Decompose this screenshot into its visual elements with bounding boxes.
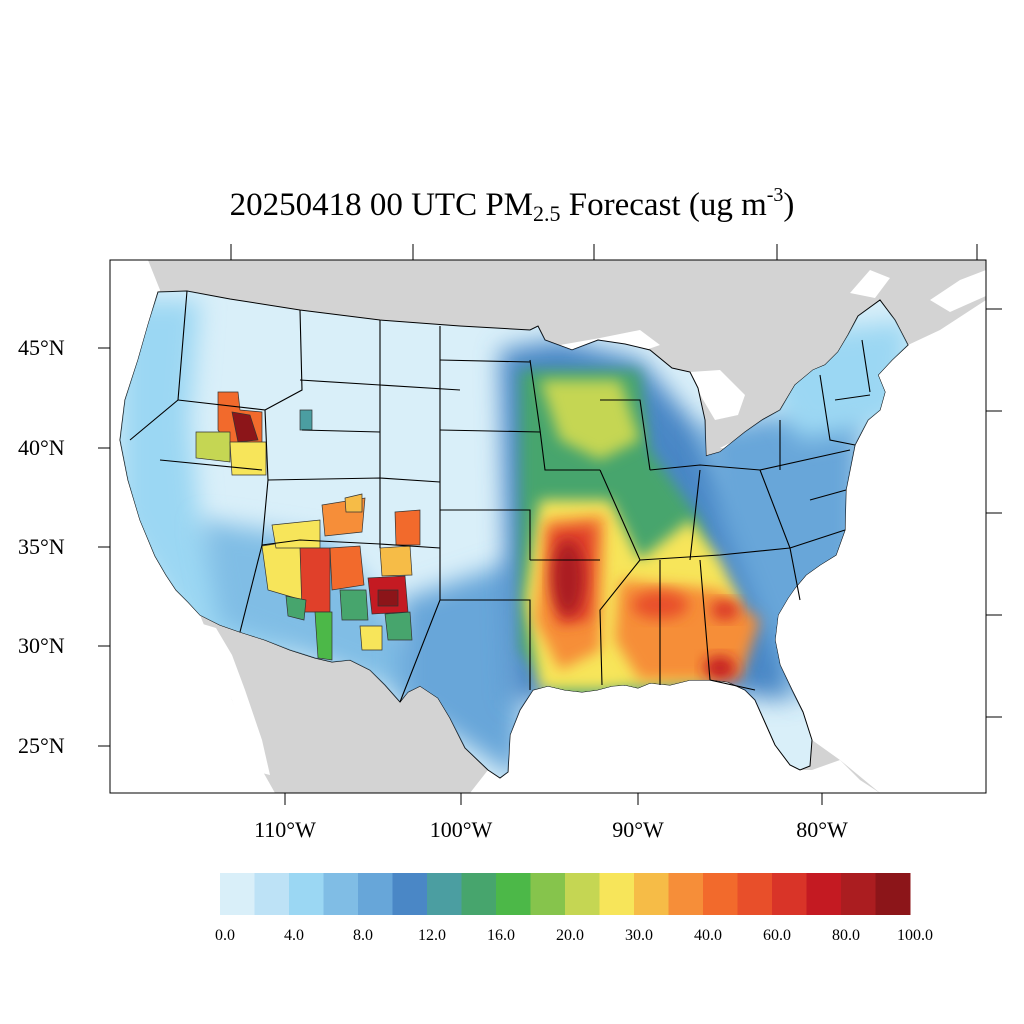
colorbar-swatch — [530, 873, 566, 915]
tx-yellow — [359, 625, 383, 651]
nm-orange — [329, 545, 365, 591]
ks-orange — [394, 509, 421, 546]
gulf-st-lawrence — [930, 270, 986, 312]
colorbar-label: 20.0 — [556, 927, 584, 944]
colorbar-swatch — [668, 873, 704, 915]
lon-label-100w: 100°W — [429, 817, 493, 842]
nm-green — [285, 595, 307, 621]
lat-label-45: 45°N — [18, 335, 65, 360]
colorbar-swatch — [254, 873, 290, 915]
co-yellow — [344, 493, 363, 513]
lat-label-35: 35°N — [18, 534, 65, 559]
state-boundaries — [129, 290, 871, 703]
lon-label-80w: 80°W — [796, 817, 848, 842]
colorbar-label: 12.0 — [418, 927, 446, 944]
colorbar-swatch — [358, 873, 393, 915]
tx-green — [339, 589, 369, 621]
western-patches — [195, 391, 421, 661]
lon-label-110w: 110°W — [254, 817, 316, 842]
az-yellow-2 — [271, 519, 321, 549]
title-subscript: 2.5 — [533, 201, 561, 226]
ok-darkred — [377, 589, 399, 607]
lon-label-90w: 90°W — [612, 817, 664, 842]
colorbar-label: 60.0 — [763, 927, 791, 944]
colorbar-label: 4.0 — [284, 927, 304, 944]
colorbar-swatch — [772, 873, 807, 915]
map-frame — [109, 259, 987, 794]
colorbar-swatch — [427, 873, 462, 915]
texas-band — [400, 560, 520, 778]
gulf-of-mexico — [470, 680, 880, 793]
atlantic-ocean — [775, 260, 986, 793]
axis-ticks — [98, 244, 1002, 805]
colorbar-swatch — [634, 873, 669, 915]
wyoming-teal — [299, 409, 313, 431]
colorbar-swatch — [737, 873, 773, 915]
colorbar-label: 8.0 — [353, 927, 373, 944]
colorbar-swatch — [599, 873, 635, 915]
colorbar-label: 0.0 — [215, 927, 235, 944]
colorbar-swatch — [323, 873, 359, 915]
colorbar-swatch — [392, 873, 428, 915]
pm25-field — [120, 300, 908, 778]
utah-yellow — [229, 441, 267, 476]
title-superscript: -3 — [766, 184, 784, 206]
colorbar-label: 40.0 — [694, 927, 722, 944]
west-coast-low — [120, 300, 300, 650]
title-main: 20250418 00 UTC PM — [229, 187, 534, 223]
alabama-red — [704, 656, 736, 680]
georgia-red — [711, 600, 739, 620]
lake-huron — [690, 370, 745, 420]
colorbar-label: 30.0 — [625, 927, 653, 944]
nm-green-2 — [314, 611, 333, 661]
colorbar-swatch — [565, 873, 600, 915]
colorbar-swatch — [496, 873, 531, 915]
nevada-yellowgreen — [195, 431, 231, 463]
tx-green-2 — [384, 611, 413, 641]
colorbar-label: 16.0 — [487, 927, 515, 944]
colorbar-swatch — [703, 873, 738, 915]
colorbar-swatch — [806, 873, 842, 915]
pacific-ocean — [110, 260, 275, 793]
gulf-of-california — [196, 622, 270, 775]
canadian-lake — [850, 270, 890, 298]
map-title: 20250418 00 UTC PM2.5 Forecast (ug m-3) — [0, 184, 1024, 227]
idaho-darkred — [231, 411, 259, 443]
colorbar-swatch — [289, 873, 324, 915]
lat-label-25: 25°N — [18, 733, 65, 758]
title-rest: Forecast (ug m — [560, 187, 767, 223]
colorbar-label: 80.0 — [832, 927, 860, 944]
colorbar-swatch — [875, 873, 911, 915]
colorbar — [220, 873, 911, 915]
title-close: ) — [783, 187, 795, 223]
colorbar-label: 100.0 — [897, 927, 933, 944]
lat-label-40: 40°N — [18, 435, 65, 460]
ark-dark-red — [552, 540, 584, 616]
colorbar-swatch — [461, 873, 497, 915]
colorbar-swatch — [220, 873, 255, 915]
lat-label-30: 30°N — [18, 633, 65, 658]
ks-yellow — [379, 545, 413, 577]
colorbar-swatch — [841, 873, 876, 915]
